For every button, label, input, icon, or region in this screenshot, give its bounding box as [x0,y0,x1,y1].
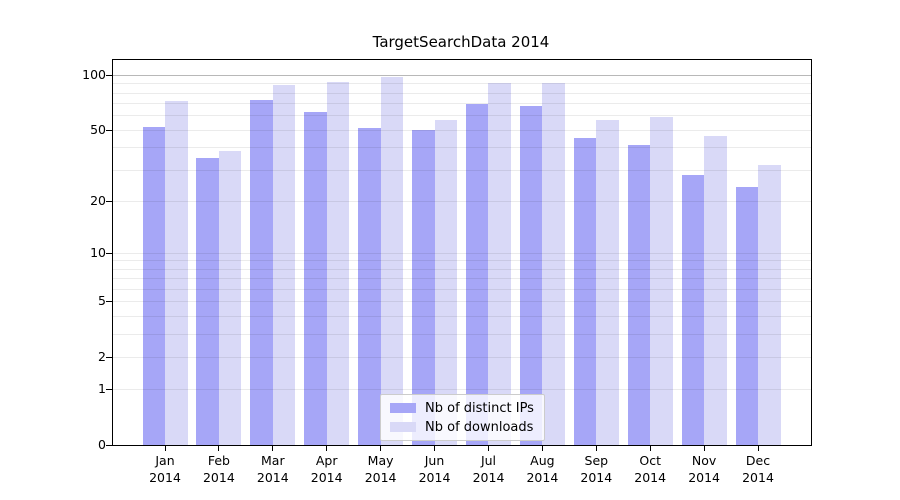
x-tick-apr [326,446,328,451]
bar-downloads-jan [165,101,188,445]
legend-item-downloads: Nb of downloads [390,419,534,435]
bar-distinct-ips-mar [250,99,273,445]
gridline-100 [113,75,811,76]
bar-distinct-ips-jun [412,129,435,445]
x-tick-label-jan: Jan 2014 [149,453,181,485]
y-tick-1 [106,389,112,391]
bar-downloads-mar [272,85,296,445]
legend-swatch-distinct-ips [390,403,416,413]
x-tick-may [380,446,382,451]
plot-area: Nb of distinct IPs Nb of downloads 0 1 2 5 1… [82,59,812,485]
y-tick-10 [106,252,112,254]
bar-distinct-ips-jan [142,126,165,445]
x-tick-label-dec: Dec 2014 [742,453,774,485]
x-tick-label-aug: Aug 2014 [526,453,559,485]
bar-distinct-ips-dec [735,186,758,445]
bar-downloads-aug [542,83,565,445]
x-tick-label-apr: Apr 2014 [310,453,343,485]
bar-downloads-oct [650,116,673,445]
legend-item-distinct-ips: Nb of distinct IPs [390,400,534,416]
chart-title: TargetSearchData 2014 [372,33,550,51]
x-tick-label-sep: Sep 2014 [580,453,613,485]
x-tick-mar [272,446,274,451]
x-tick-jul [488,446,489,451]
x-tick-jan [164,446,166,451]
bar-distinct-ips-jul [465,104,489,445]
legend-label-distinct-ips: Nb of distinct IPs [425,400,534,416]
x-tick-jun [434,446,435,451]
bar-downloads-sep [596,119,619,445]
legend-swatch-downloads [390,422,416,432]
bar-downloads-jun [434,119,458,445]
y-tick-0 [106,445,112,446]
y-tick-5 [106,301,112,303]
legend-label-downloads: Nb of downloads [425,419,534,435]
bar-downloads-feb [218,151,242,445]
bar-distinct-ips-aug [519,105,543,445]
bar-downloads-nov [704,136,727,445]
x-tick-nov [703,446,705,451]
gridline-50 [113,129,811,131]
gridline-70 [113,103,811,105]
bar-distinct-ips-feb [196,157,219,445]
x-tick-sep [595,446,597,451]
y-tick-50 [106,129,112,131]
x-tick-label-oct: Oct 2014 [634,453,667,485]
x-tick-label-may: May 2014 [364,453,397,485]
bar-distinct-ips-apr [304,111,327,445]
bar-distinct-ips-oct [627,145,651,445]
bar-distinct-ips-sep [573,138,597,445]
legend: Nb of distinct IPs Nb of downloads [380,394,545,441]
x-tick-dec [757,446,759,451]
gridline-90 [113,83,811,85]
bar-distinct-ips-nov [681,175,705,445]
y-tick-label-1: 1 [98,381,106,397]
y-tick-label-20: 20 [90,192,106,208]
y-tick-label-50: 50 [90,121,106,137]
bar-downloads-apr [326,81,350,445]
x-tick-aug [541,446,543,451]
y-tick-label-100: 100 [82,67,106,82]
x-tick-label-mar: Mar 2014 [256,453,289,485]
y-tick-label-5: 5 [98,293,106,309]
x-tick-label-jun: Jun 2014 [418,453,451,485]
x-tick-oct [649,446,651,451]
bar-downloads-may [380,77,404,445]
y-tick-20 [106,200,112,202]
y-tick-label-2: 2 [98,348,106,364]
y-tick-label-10: 10 [90,244,106,260]
bar-downloads-dec [758,164,781,445]
y-tick-100 [106,75,112,76]
bar-downloads-jul [488,83,511,445]
x-tick-label-jul: Jul 2014 [472,453,505,485]
gridline-60 [113,115,811,117]
gridline-80 [113,92,811,94]
x-tick-feb [218,446,220,451]
bar-distinct-ips-may [358,128,381,445]
y-tick-2 [106,356,112,358]
x-tick-label-nov: Nov 2014 [688,453,720,485]
y-tick-label-0: 0 [98,437,106,452]
x-tick-label-feb: Feb 2014 [202,453,235,485]
